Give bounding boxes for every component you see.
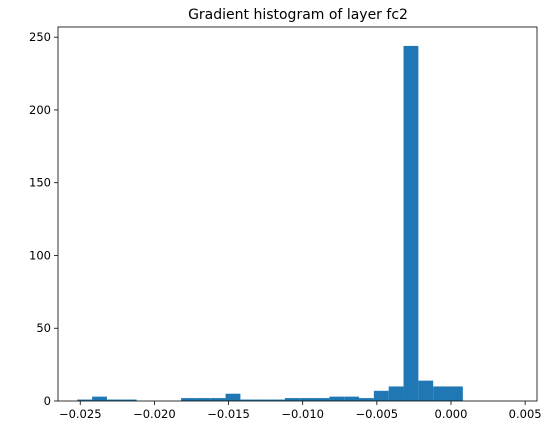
- histogram-bar: [270, 399, 285, 401]
- x-tick-label: −0.010: [281, 407, 324, 421]
- histogram-bar: [284, 398, 300, 401]
- y-tick-label: 100: [29, 248, 51, 262]
- histogram-bar: [388, 386, 404, 401]
- chart-title: Gradient histogram of layer fc2: [188, 7, 408, 23]
- plot-frame: [57, 26, 538, 402]
- histogram-bar: [181, 398, 196, 401]
- histogram-bar: [448, 386, 463, 401]
- x-tick-label: 0.005: [509, 407, 542, 421]
- x-tick-label: −0.020: [133, 407, 176, 421]
- histogram-bar: [418, 380, 434, 401]
- histogram-bar: [433, 386, 449, 401]
- x-tick-label: 0.000: [435, 407, 468, 421]
- x-tick-label: −0.025: [59, 407, 102, 421]
- histogram-bar: [92, 396, 107, 401]
- x-tick-label: −0.015: [207, 407, 250, 421]
- histogram-bar: [121, 399, 137, 401]
- bars-layer: [77, 45, 463, 402]
- histogram-bar: [329, 396, 345, 401]
- histogram-bar: [195, 398, 211, 401]
- y-axis: 0 50 100 150 200 250: [29, 30, 58, 408]
- histogram-bar: [225, 393, 241, 401]
- histogram-bar: [359, 398, 374, 401]
- histogram-bar: [210, 398, 226, 401]
- histogram-bar: [299, 398, 315, 401]
- histogram-bar: [344, 396, 360, 401]
- y-tick-label: 200: [29, 103, 51, 117]
- histogram-bar: [373, 390, 389, 401]
- y-tick-label: 250: [29, 30, 51, 44]
- histogram-bar: [106, 399, 122, 401]
- histogram-bar: [240, 399, 256, 401]
- x-axis: −0.025 −0.020 −0.015 −0.010 −0.005 0.000 0.005: [59, 401, 542, 421]
- x-tick-label: −0.005: [356, 407, 399, 421]
- y-tick-label: 150: [29, 176, 51, 190]
- histogram-bar: [77, 399, 93, 401]
- histogram-bar: [403, 45, 419, 402]
- y-tick-label: 0: [44, 394, 51, 408]
- histogram-bar: [314, 398, 330, 401]
- y-tick-label: 50: [36, 321, 51, 335]
- histogram-bar: [255, 399, 271, 401]
